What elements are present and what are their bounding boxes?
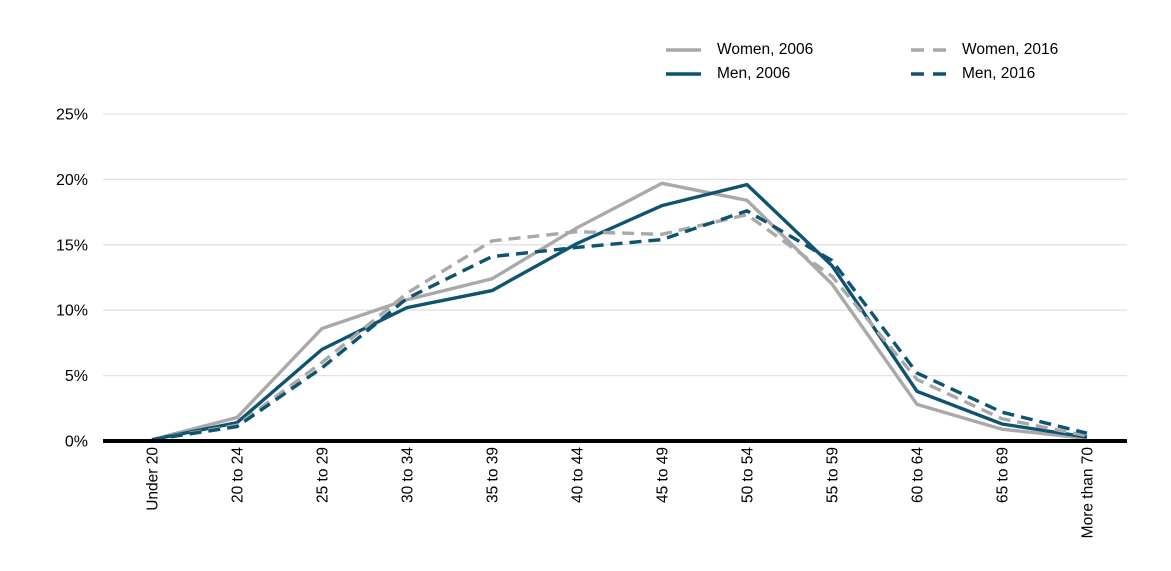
legend-swatch-men-2006-line xyxy=(666,71,701,76)
legend-label-men-2016: Men, 2016 xyxy=(962,64,1036,82)
x-axis-category-label: 50 to 54 xyxy=(739,447,756,503)
x-axis-category-label: 55 to 59 xyxy=(824,447,841,503)
x-axis-category-label: 30 to 34 xyxy=(399,447,416,503)
x-axis-category-label: 40 to 44 xyxy=(569,447,586,503)
chart-legend: Women, 2006 Women, 2016 Men, 2006 Men, 2… xyxy=(665,40,1058,83)
y-axis-tick-label: 5% xyxy=(65,368,88,385)
legend-item-women-2006: Women, 2006 xyxy=(665,40,910,59)
series-line-women-2016 xyxy=(151,212,1088,442)
x-axis-category-label: 65 to 69 xyxy=(994,447,1011,503)
x-axis-category-label: 20 to 24 xyxy=(229,447,246,503)
legend-swatch-men-2016-dashed-line xyxy=(911,71,946,76)
legend-item-women-2016: Women, 2016 xyxy=(910,40,1058,59)
legend-swatch-women-2006-line xyxy=(666,47,701,52)
y-axis-tick-label: 0% xyxy=(65,434,88,451)
legend-item-men-2016: Men, 2016 xyxy=(910,64,1058,83)
x-axis-line xyxy=(103,439,1127,443)
x-axis-category-label: More than 70 xyxy=(1079,447,1096,539)
x-axis-category-label: Under 20 xyxy=(144,447,161,511)
x-axis-category-label: 45 to 49 xyxy=(654,447,671,503)
legend-label-women-2016: Women, 2016 xyxy=(962,40,1059,58)
y-axis-tick-label: 15% xyxy=(56,237,88,254)
y-axis-tick-label: 25% xyxy=(56,107,88,124)
x-axis-category-label: 25 to 29 xyxy=(314,447,331,503)
x-axis-category-label: 35 to 39 xyxy=(484,447,501,503)
series-line-men-2016 xyxy=(151,208,1088,442)
series-line-women-2006 xyxy=(151,181,1088,442)
y-axis-tick-label: 10% xyxy=(56,303,88,320)
legend-item-men-2006: Men, 2006 xyxy=(665,64,910,83)
series-line-men-2006 xyxy=(151,182,1088,442)
y-axis-tick-label: 20% xyxy=(56,172,88,189)
legend-label-women-2006: Women, 2006 xyxy=(717,40,814,58)
legend-label-men-2006: Men, 2006 xyxy=(717,64,791,82)
x-axis-category-label: 60 to 64 xyxy=(909,447,926,503)
legend-swatch-women-2016-dashed-line xyxy=(911,47,946,52)
